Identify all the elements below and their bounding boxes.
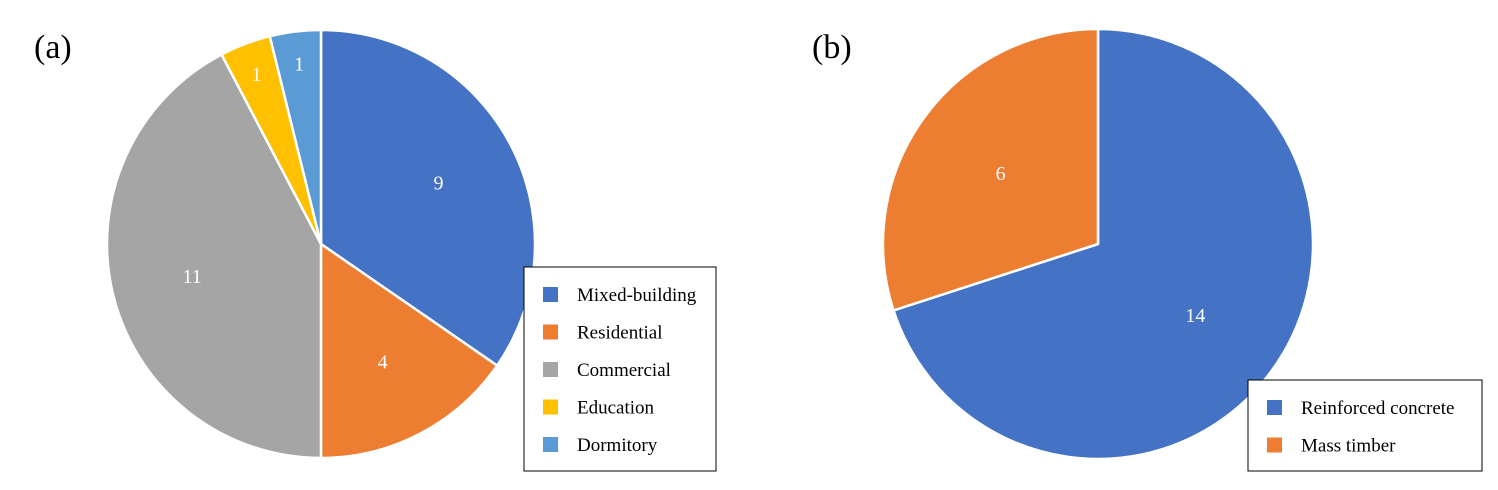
legend-label-reinforced-concrete: Reinforced concrete <box>1301 398 1455 419</box>
legend-label-commercial: Commercial <box>577 360 671 381</box>
legend-swatch-dormitory <box>543 437 558 452</box>
panel-label-b: (b) <box>812 29 852 66</box>
pie-slices-b <box>881 27 1315 461</box>
pie-chart-b: (b) 14 6 Reinforced concrete Mass timber <box>812 27 1483 472</box>
legend-swatch-commercial <box>543 362 558 377</box>
legend-swatch-residential <box>543 324 558 340</box>
pie-slice-commercial <box>105 53 323 460</box>
pie-slice-mass-timber <box>881 27 1100 312</box>
data-label-dormitory: 1 <box>294 53 304 75</box>
legend-swatch-mixed-building <box>543 287 558 302</box>
data-label-residential: 4 <box>378 351 388 373</box>
data-label-commercial: 11 <box>183 266 202 288</box>
legend-label-dormitory: Dormitory <box>577 435 658 456</box>
legend-swatch-mass-timber <box>1267 437 1282 453</box>
legend-a: Mixed-building Residential Commercial Educa… <box>523 266 717 472</box>
panel-label-a: (a) <box>34 29 72 66</box>
legend-b: Reinforced concrete Mass timber <box>1247 379 1483 472</box>
legend-swatch-reinforced-concrete <box>1267 400 1282 415</box>
pie-slice-dormitory <box>268 28 323 246</box>
pie-data-labels-b: 14 6 <box>996 163 1206 327</box>
data-label-education: 1 <box>251 64 261 86</box>
legend-label-residential: Residential <box>577 323 662 344</box>
data-label-mass-timber: 6 <box>996 163 1006 185</box>
legend-label-mixed-building: Mixed-building <box>577 285 697 306</box>
legend-label-education: Education <box>577 398 655 419</box>
legend-box <box>1247 379 1483 472</box>
data-label-mixed-building: 9 <box>433 172 443 194</box>
pie-slice-reinforced-concrete <box>892 27 1315 461</box>
pie-slices-a <box>105 28 537 460</box>
legend-label-mass-timber: Mass timber <box>1301 436 1396 457</box>
legend-swatch-education <box>543 399 558 415</box>
pie-slice-residential <box>319 242 499 460</box>
data-label-reinforced-concrete: 14 <box>1185 305 1205 327</box>
